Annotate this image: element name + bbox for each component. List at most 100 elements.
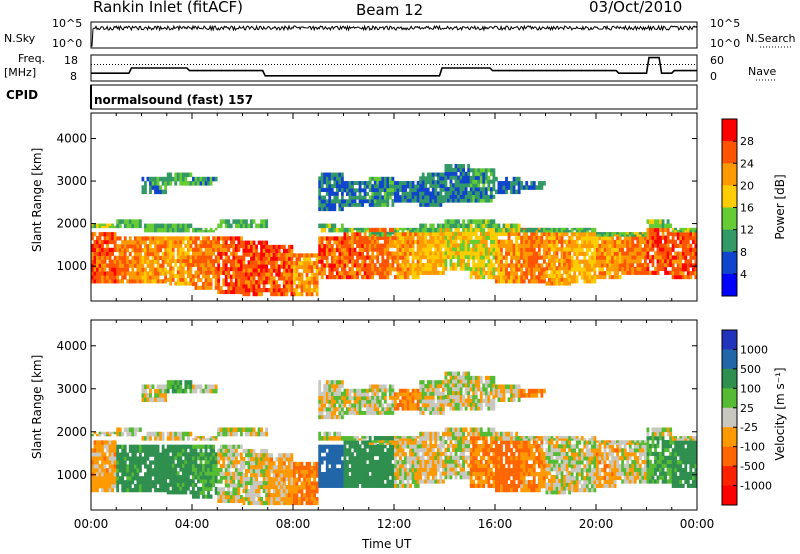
heatmap-cell	[353, 274, 357, 280]
heatmap-cell	[174, 240, 178, 245]
heatmap-cell	[118, 259, 122, 264]
heatmap-cell	[548, 254, 551, 259]
heatmap-cell	[348, 199, 352, 204]
heatmap-cell	[267, 488, 271, 494]
heatmap-cell	[411, 232, 415, 237]
heatmap-cell	[555, 243, 559, 248]
heatmap-cell	[239, 479, 243, 484]
heatmap-cell	[176, 448, 180, 453]
heatmap-cell	[474, 187, 478, 192]
heatmap-cell	[91, 225, 94, 229]
heatmap-cell	[396, 271, 400, 276]
heatmap-cell	[439, 239, 443, 244]
heatmap-cell	[141, 456, 145, 461]
heatmap-cell	[252, 452, 256, 458]
heatmap-cell	[239, 263, 243, 268]
heatmap-cell	[545, 262, 549, 267]
heatmap-cell	[684, 259, 688, 264]
heatmap-cell	[351, 444, 354, 449]
heatmap-cell	[439, 270, 443, 275]
heatmap-cell	[128, 271, 132, 276]
heatmap-cell	[229, 479, 233, 484]
heatmap-cell	[611, 243, 614, 248]
heatmap-cell	[459, 262, 463, 267]
heatmap-cell	[338, 255, 342, 260]
heatmap-cell	[459, 231, 463, 236]
heatmap-cell	[229, 498, 233, 503]
heatmap-cell	[138, 456, 142, 461]
heatmap-cell	[421, 239, 425, 244]
heatmap-cell	[583, 243, 587, 249]
heatmap-cell	[356, 251, 359, 256]
heatmap-cell	[176, 236, 180, 241]
heatmap-cell	[391, 202, 395, 207]
heatmap-cell	[293, 489, 296, 494]
heatmap-cell	[434, 183, 438, 188]
heatmap-cell	[262, 264, 266, 269]
heatmap-cell	[429, 191, 433, 196]
heatmap-cell	[164, 176, 168, 182]
heatmap-cell	[295, 276, 299, 281]
heatmap-cell	[431, 195, 435, 200]
heatmap-cell	[431, 235, 435, 240]
heatmap-cell	[229, 282, 233, 287]
heatmap-cell	[290, 469, 294, 474]
heatmap-cell	[368, 247, 372, 252]
heatmap-cell	[232, 255, 236, 260]
heatmap-cell	[159, 189, 162, 195]
heatmap-cell	[550, 277, 554, 282]
heatmap-cell	[363, 255, 367, 260]
heatmap-cell	[91, 476, 94, 481]
heatmap-cell	[212, 444, 216, 449]
heatmap-cell	[123, 468, 127, 473]
heatmap-cell	[459, 258, 463, 263]
heatmap-cell	[260, 484, 263, 490]
heatmap-cell	[222, 452, 226, 457]
heatmap-cell	[111, 279, 115, 284]
heatmap-cell	[328, 199, 332, 204]
heatmap-cell	[431, 251, 435, 256]
heatmap-cell	[214, 247, 218, 252]
heatmap-cell	[197, 486, 200, 492]
heatmap-cell	[204, 236, 208, 241]
heatmap-cell	[250, 496, 253, 502]
heatmap-cell	[272, 485, 276, 490]
heatmap-cell	[416, 259, 420, 264]
heatmap-cell	[277, 485, 281, 490]
heatmap-cell	[315, 264, 319, 270]
heatmap-cell	[245, 484, 248, 490]
heatmap-cell	[149, 488, 152, 493]
heatmap-cell	[484, 187, 488, 192]
heatmap-cell	[93, 476, 97, 481]
heatmap-cell	[340, 259, 344, 264]
heatmap-cell	[189, 236, 193, 241]
heatmap-cell	[318, 479, 322, 485]
heatmap-cell	[376, 199, 380, 204]
heatmap-cell	[414, 263, 418, 268]
heatmap-cell	[467, 251, 471, 256]
heatmap-cell	[366, 235, 370, 241]
heatmap-cell	[328, 263, 332, 268]
heatmap-cell	[457, 251, 460, 256]
heatmap-cell	[305, 469, 309, 474]
heatmap-cell	[330, 172, 334, 177]
heatmap-cell	[563, 232, 566, 237]
heatmap-cell	[93, 456, 97, 461]
heatmap-cell	[308, 264, 311, 270]
heatmap-cell	[348, 467, 352, 473]
heatmap-cell	[611, 255, 614, 260]
heatmap-cell	[280, 496, 284, 502]
heatmap-cell	[209, 243, 213, 249]
heatmap-cell	[363, 247, 367, 252]
heatmap-cell	[669, 270, 673, 275]
heatmap-cell	[497, 263, 501, 268]
heatmap-cell	[449, 266, 453, 271]
heatmap-cell	[452, 194, 455, 199]
heatmap-cell	[477, 251, 481, 256]
heatmap-cell	[454, 235, 458, 240]
heatmap-cell	[101, 275, 104, 280]
heatmap-cell	[661, 266, 665, 272]
heatmap-cell	[202, 479, 205, 484]
heatmap-cell	[459, 164, 463, 169]
heatmap-cell	[282, 244, 286, 250]
